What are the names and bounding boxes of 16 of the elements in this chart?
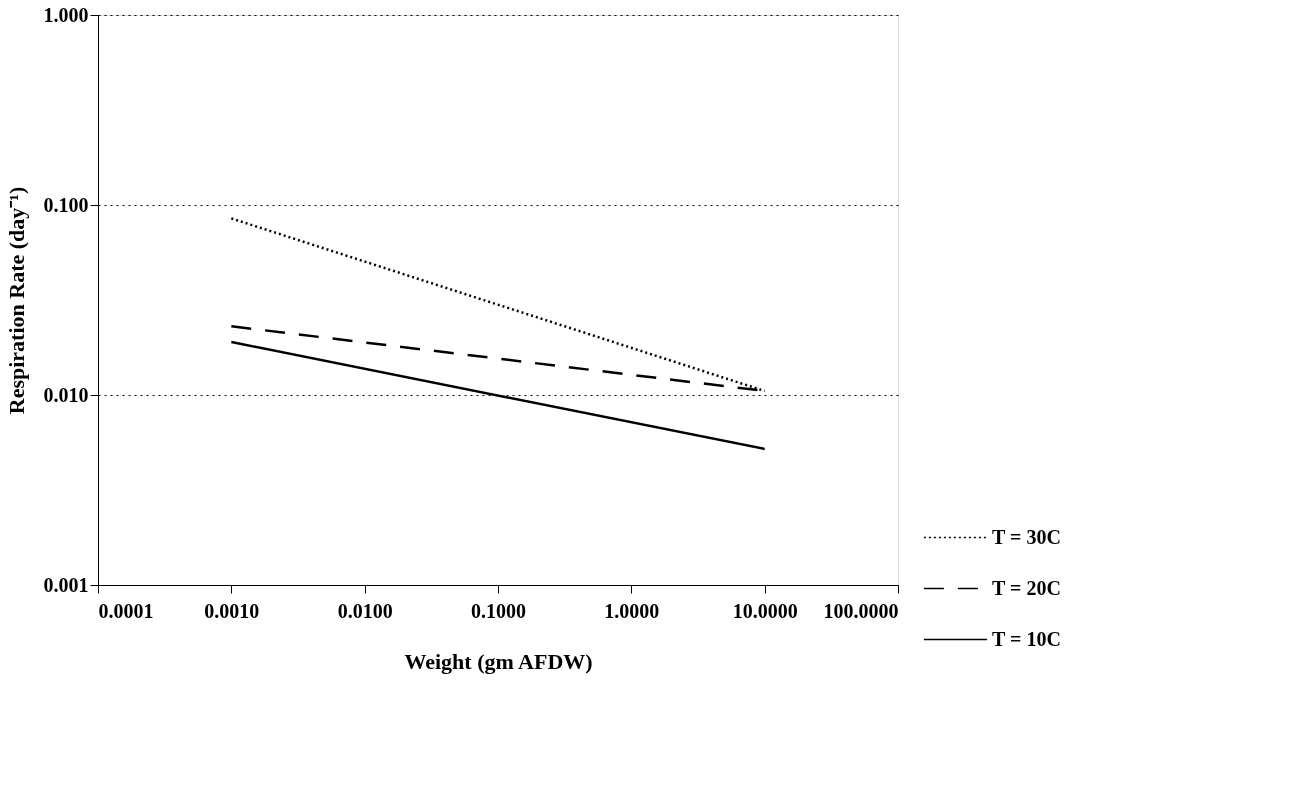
- legend-label: T = 20C: [992, 576, 1061, 599]
- x-tick-label: 0.0100: [337, 599, 393, 622]
- y-tick-label: 0.010: [43, 383, 89, 406]
- y-tick-label: 0.100: [43, 193, 89, 216]
- x-tick-label: 10.0000: [732, 599, 798, 622]
- y-axis-title: Respiration Rate (day⁻¹): [3, 186, 29, 415]
- x-tick-label: 0.0010: [204, 599, 260, 622]
- y-tick-label: 0.001: [43, 573, 89, 596]
- x-tick-label: 0.1000: [471, 599, 526, 622]
- legend-label: T = 30C: [992, 525, 1061, 548]
- legend-label: T = 10C: [992, 627, 1061, 650]
- y-tick-label: 1.000: [43, 3, 89, 26]
- x-tick-label: 100.0000: [823, 599, 899, 622]
- x-tick-label: 0.0001: [98, 599, 154, 622]
- x-axis-title: Weight (gm AFDW): [404, 648, 593, 674]
- x-tick-label: 1.0000: [604, 599, 660, 622]
